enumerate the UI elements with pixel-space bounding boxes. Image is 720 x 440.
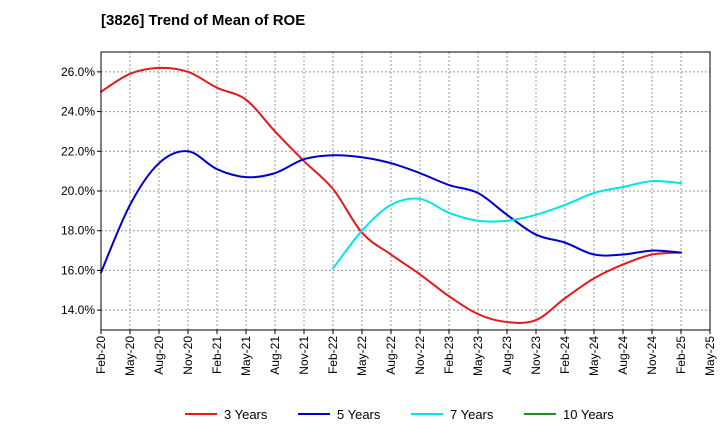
legend: 3 Years 5 Years 7 Years 10 Years <box>185 407 614 422</box>
y-tick-label: 20.0% <box>61 184 95 198</box>
legend-label-7-years: 7 Years <box>450 407 494 422</box>
x-tick-label: Nov-21 <box>297 336 311 375</box>
x-tick-label: Aug-23 <box>500 336 514 375</box>
x-axis: Feb-20 May-20 Aug-20 Nov-20 Feb-21 May-21 Aug-… <box>94 330 717 376</box>
x-tick-label: Aug-22 <box>384 336 398 375</box>
x-tick-label: Nov-22 <box>413 336 427 375</box>
x-tick-label: Aug-20 <box>152 336 166 375</box>
legend-label-3-years: 3 Years <box>224 407 268 422</box>
series-line-3-years <box>100 66 682 324</box>
y-tick-label: 24.0% <box>61 105 95 119</box>
y-tick-label: 22.0% <box>61 144 95 158</box>
series-lines <box>100 66 682 324</box>
x-tick-label: Feb-25 <box>674 336 688 374</box>
x-tick-label: May-22 <box>355 336 369 376</box>
series-line-5-years <box>100 150 682 274</box>
x-tick-label: May-23 <box>471 336 485 376</box>
x-tick-label: May-24 <box>587 336 601 376</box>
x-tick-label: Feb-24 <box>558 336 572 374</box>
y-tick-label: 16.0% <box>61 263 95 277</box>
x-tick-label: Nov-20 <box>181 336 195 375</box>
x-tick-label: Nov-24 <box>645 336 659 375</box>
series-line-7-years <box>332 179 682 270</box>
x-tick-label: May-25 <box>703 336 717 376</box>
x-tick-label: Feb-20 <box>94 336 108 374</box>
y-axis: 14.0% 16.0% 18.0% 20.0% 22.0% 24.0% 26.0% <box>61 65 101 317</box>
y-tick-label: 14.0% <box>61 303 95 317</box>
x-tick-label: Aug-24 <box>616 336 630 375</box>
grid-lines <box>101 52 710 330</box>
x-tick-label: May-20 <box>123 336 137 376</box>
x-tick-label: Feb-22 <box>326 336 340 374</box>
x-tick-label: Aug-21 <box>268 336 282 375</box>
legend-label-5-years: 5 Years <box>337 407 381 422</box>
y-tick-label: 18.0% <box>61 224 95 238</box>
x-tick-label: Feb-21 <box>210 336 224 374</box>
x-tick-label: Nov-23 <box>529 336 543 375</box>
chart-title: [3826] Trend of Mean of ROE <box>101 12 306 29</box>
x-tick-label: May-21 <box>239 336 253 376</box>
legend-label-10-years: 10 Years <box>563 407 614 422</box>
x-tick-label: Feb-23 <box>442 336 456 374</box>
y-tick-label: 26.0% <box>61 65 95 79</box>
